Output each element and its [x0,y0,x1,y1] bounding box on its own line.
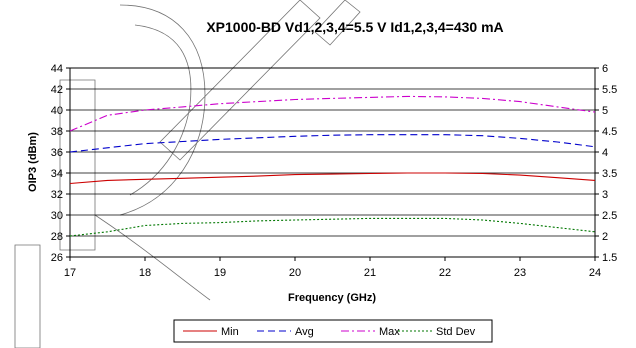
x-tick-label: 21 [364,267,376,279]
y-axis-right: 1.5 2 2.5 3 3.5 4 4.5 5 5.5 6 [595,63,617,264]
x-tick-label: 18 [139,267,151,279]
plot-area-border [69,67,596,258]
y2-tick-label: 1.5 [602,252,617,264]
y-axis-label: OIP3 (dBm) [27,132,39,192]
y-tick-label: 42 [51,84,63,96]
y-tick-label: 44 [51,63,63,75]
y2-tick-label: 5.5 [602,84,617,96]
x-tick-label: 22 [439,267,451,279]
y2-tick-label: 6 [602,63,608,75]
x-axis: 17 18 19 20 21 22 23 24 [64,257,601,279]
y-tick-label: 34 [51,168,63,180]
y-tick-label: 32 [51,189,63,201]
series-line-max [69,95,596,132]
y2-tick-label: 4.5 [602,126,617,138]
y-tick-label: 28 [51,231,63,243]
y2-tick-label: 4 [602,147,608,159]
legend-label: Avg [295,326,314,338]
y-tick-label: 30 [51,210,63,222]
y-axis-left: 26 28 30 32 34 36 38 40 42 44 [51,63,70,264]
chart-title: XP1000-BD Vd1,2,3,4=5.5 V Id1,2,3,4=430 … [206,19,503,35]
y2-tick-label: 3 [602,189,608,201]
y2-tick-label: 2 [602,231,608,243]
y-tick-label: 40 [51,105,63,117]
legend: Min Avg Max Std Dev [173,319,493,343]
x-tick-label: 17 [64,267,76,279]
gridlines [70,88,595,237]
x-tick-label: 24 [589,267,601,279]
legend-label: Std Dev [436,326,476,338]
legend-label: Max [379,326,400,338]
x-axis-label: Frequency (GHz) [288,292,376,304]
legend-label: Min [221,326,239,338]
y2-tick-label: 2.5 [602,210,617,222]
y2-tick-label: 5 [602,105,608,117]
x-tick-label: 20 [289,267,301,279]
legend-box [173,319,493,343]
y2-tick-label: 3.5 [602,168,617,180]
series-line-avg [69,134,596,153]
x-tick-label: 23 [514,267,526,279]
y-tick-label: 26 [51,252,63,264]
series-line-min [69,172,596,185]
series-lines [69,95,596,237]
y-tick-label: 38 [51,126,63,138]
y-tick-label: 36 [51,147,63,159]
x-tick-label: 19 [214,267,226,279]
series-line-std-dev [69,217,596,237]
